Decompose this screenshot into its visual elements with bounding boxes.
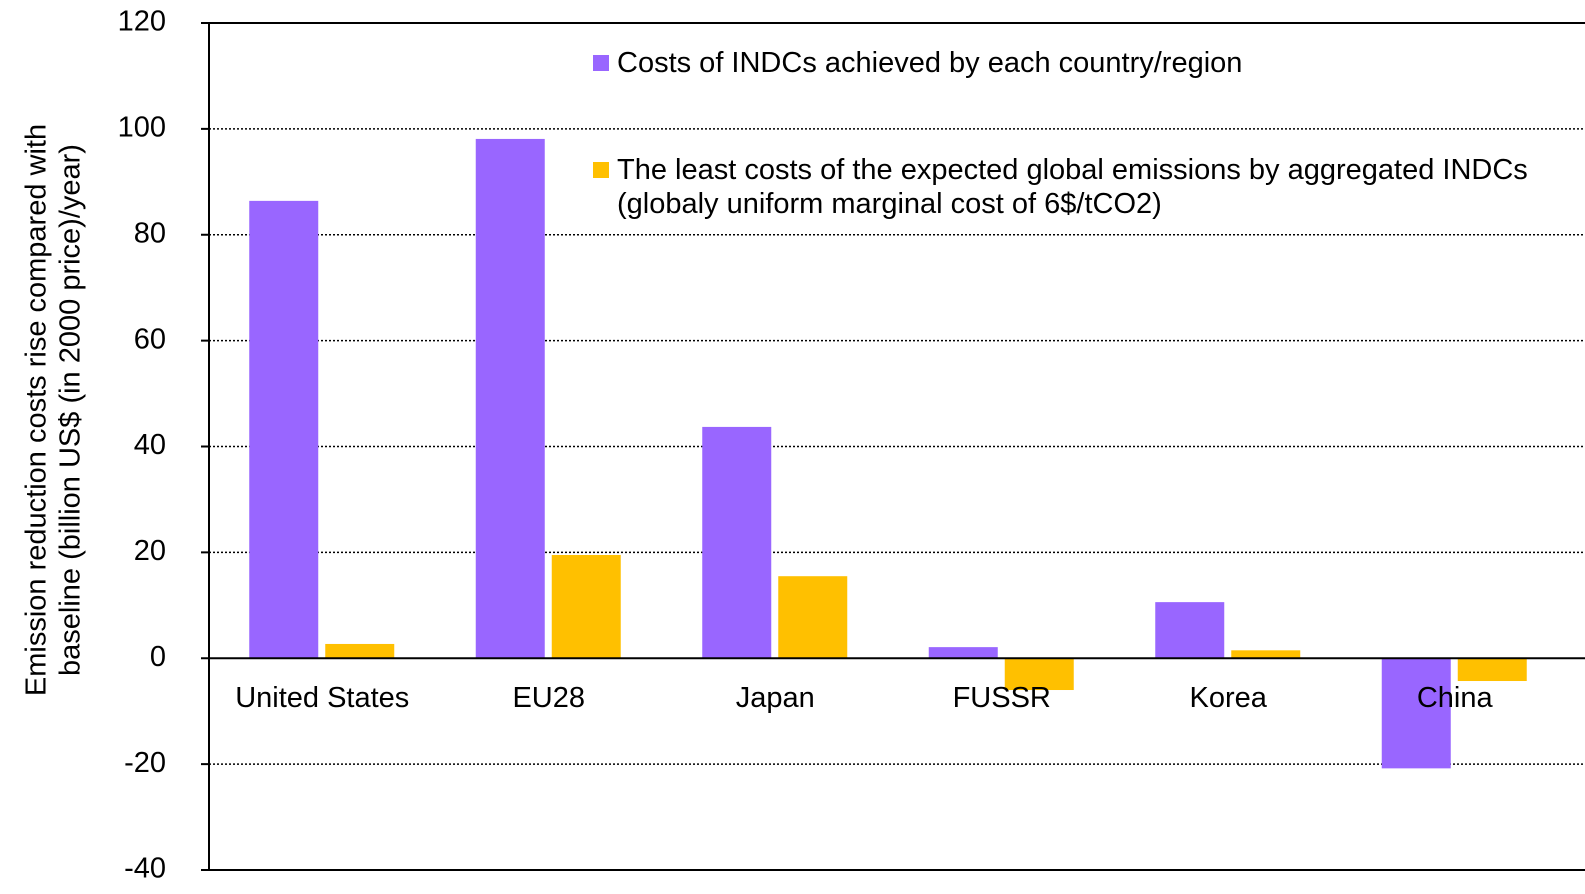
- legend-label: The least costs of the expected global e…: [617, 154, 1528, 220]
- bar: [551, 555, 621, 659]
- y-tick-label: 80: [134, 217, 166, 249]
- bar: [1155, 602, 1225, 659]
- y-axis-label-line: Emission reduction costs rise compared w…: [21, 124, 53, 696]
- legend-label: Costs of INDCs achieved by each country/…: [617, 47, 1243, 79]
- y-tick-label: 120: [118, 6, 166, 38]
- bar: [249, 200, 319, 659]
- y-tick-label: 40: [134, 429, 166, 461]
- legend-swatch: [593, 55, 609, 71]
- bar: [778, 576, 848, 659]
- legend-entry: Costs of INDCs achieved by each country/…: [593, 46, 1562, 80]
- bar: [928, 647, 998, 659]
- plot-frame: [208, 22, 1585, 871]
- bar: [325, 643, 395, 659]
- y-tick-label: 60: [134, 323, 166, 355]
- x-tick-label: Japan: [736, 682, 815, 714]
- bar: [475, 138, 545, 659]
- y-tick-label: 20: [134, 535, 166, 567]
- bar: [702, 426, 772, 659]
- x-tick-label: FUSSR: [953, 682, 1051, 714]
- legend-swatch: [593, 162, 609, 178]
- bar: [1381, 658, 1451, 769]
- y-tick-label: 0: [150, 641, 166, 673]
- y-tick-label: -40: [124, 853, 166, 885]
- y-tick-label: 100: [118, 112, 166, 144]
- bar: [1231, 650, 1301, 659]
- x-tick-label: Korea: [1190, 682, 1268, 714]
- y-axis-label: Emission reduction costs rise compared w…: [21, 124, 87, 696]
- x-tick-label: EU28: [512, 682, 585, 714]
- y-tick-label: -20: [124, 747, 166, 779]
- y-axis-label-line: baseline (billion US$ (in 2000 price)/ye…: [55, 144, 87, 676]
- x-tick-label: China: [1417, 682, 1494, 714]
- bar: [1004, 658, 1074, 691]
- bar: [1457, 658, 1527, 682]
- legend-entry: The least costs of the expected global e…: [593, 153, 1562, 221]
- x-tick-label: United States: [235, 682, 409, 714]
